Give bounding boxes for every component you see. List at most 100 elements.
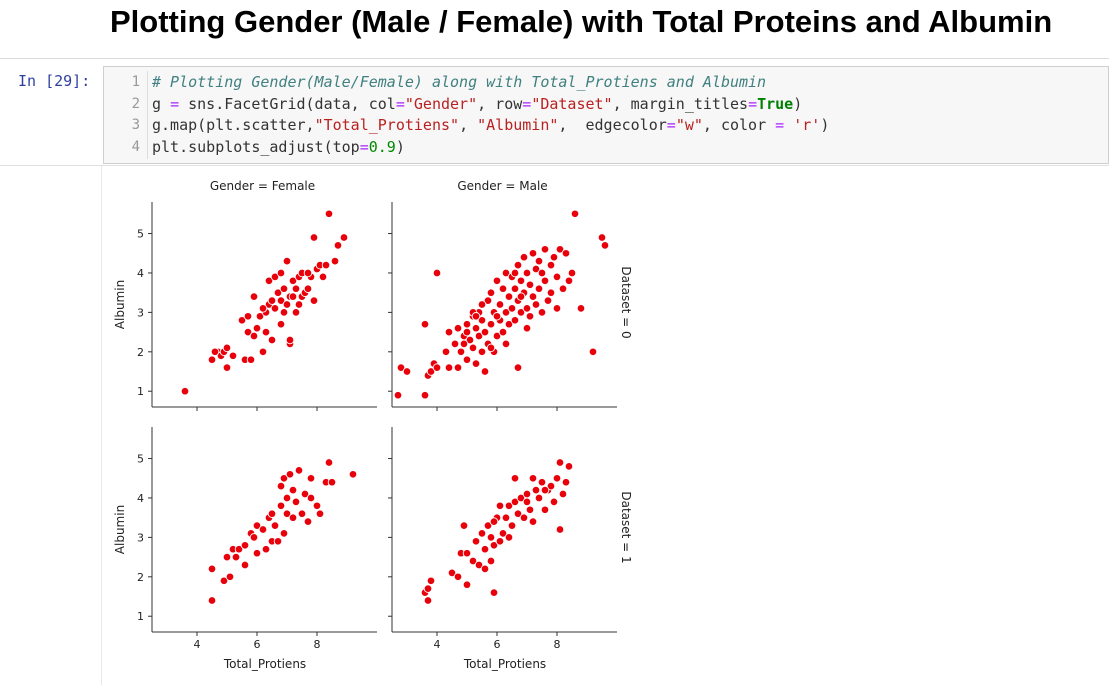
scatter-point (477, 300, 487, 309)
code-token (784, 116, 793, 134)
scatter-point (315, 509, 325, 518)
scatter-point (504, 533, 514, 542)
y-tick-label: 3 (137, 531, 144, 544)
scatter-point (486, 343, 496, 353)
scatter-point (348, 470, 358, 479)
scatter-point (222, 343, 232, 353)
scatter-point (468, 556, 478, 566)
code-token: "Total_Protiens" (314, 116, 460, 134)
code-cell[interactable]: 1 2 3 4 # Plotting Gender(Male/Female) alon… (103, 66, 1109, 164)
y-tick-label: 5 (137, 228, 144, 241)
scatter-point (480, 564, 490, 574)
scatter-point (564, 462, 574, 471)
scatter-point (180, 386, 190, 396)
scatter-point (477, 347, 487, 357)
scatter-point (291, 308, 301, 317)
scatter-point (258, 525, 268, 534)
heading-divider (0, 58, 1109, 59)
output-divider (0, 165, 1109, 166)
scatter-point (477, 529, 487, 538)
page-heading: Plotting Gender (Male / Female) with Tot… (110, 4, 1053, 39)
scatter-point (456, 347, 466, 357)
scatter-point (540, 276, 550, 286)
scatter-point (522, 497, 532, 507)
scatter-point (549, 252, 559, 262)
scatter-point (489, 588, 499, 597)
scatter-point (561, 249, 571, 258)
scatter-point (330, 256, 340, 266)
scatter-point (522, 304, 532, 313)
scatter-point (528, 474, 538, 483)
scatter-point (501, 339, 511, 349)
code-token: g.map(plt.scatter, (152, 116, 315, 134)
scatter-point (492, 276, 502, 286)
scatter-point (273, 537, 283, 546)
scatter-point (270, 272, 280, 282)
scatter-point (534, 256, 544, 266)
scatter-point (234, 544, 244, 554)
scatter-point (522, 489, 532, 499)
scatter-point (423, 596, 433, 605)
scatter-point (525, 505, 535, 515)
code-token: = (775, 116, 785, 134)
y-axis-label: Albumin (113, 505, 127, 554)
scatter-point (489, 541, 499, 550)
scatter-point (333, 241, 343, 250)
code-token: "Gender" (404, 94, 478, 113)
scatter-point (528, 292, 538, 301)
scatter-point (483, 296, 493, 305)
scatter-point (465, 335, 475, 345)
scatter-point (228, 351, 238, 361)
scatter-point (444, 327, 454, 337)
y-tick-label: 1 (137, 610, 144, 623)
scatter-point (219, 576, 229, 586)
scatter-point (309, 233, 319, 242)
scatter-point (453, 363, 463, 372)
scatter-point (285, 470, 295, 479)
scatter-point (570, 209, 580, 219)
y-tick-label: 4 (137, 492, 144, 505)
scatter-point (513, 260, 523, 270)
scatter-point (207, 564, 217, 574)
scatter-point (471, 323, 481, 333)
scatter-point (537, 477, 547, 487)
y-axis-label: Albumin (113, 280, 127, 329)
scatter-point (483, 521, 493, 530)
scatter-point (243, 327, 253, 337)
scatter-point (531, 264, 541, 274)
code-line: g = sns.FacetGrid(data, col="Gender", ro… (152, 94, 829, 116)
scatter-point (279, 529, 289, 538)
scatter-point (558, 284, 568, 293)
scatter-point (516, 276, 526, 286)
x-axis-label: Total_Protiens (223, 657, 306, 671)
scatter-point (297, 509, 307, 518)
scatter-point (270, 521, 280, 530)
scatter-point (420, 390, 430, 400)
scatter-point (504, 319, 514, 329)
scatter-point (459, 339, 469, 349)
scatter-point (543, 296, 553, 305)
scatter-point (240, 560, 250, 570)
scatter-point (282, 509, 292, 518)
scatter-point (441, 347, 451, 357)
scatter-point (303, 284, 313, 293)
scatter-point (528, 249, 538, 258)
scatter-point (519, 252, 529, 262)
scatter-point (249, 533, 259, 542)
scatter-point (282, 493, 292, 503)
scatter-point (555, 525, 565, 534)
scatter-point (471, 359, 481, 368)
scatter-point (462, 319, 472, 329)
scatter-point (495, 300, 505, 309)
x-tick-label: 4 (194, 638, 201, 651)
code-token: = (666, 116, 676, 134)
y-tick-label: 3 (137, 306, 144, 319)
code-token: ) (820, 116, 830, 134)
scatter-point (468, 343, 478, 353)
scatter-point (282, 300, 292, 309)
code-token: sns.FacetGrid(data, col (179, 94, 396, 113)
scatter-point (486, 556, 496, 566)
y-tick-label: 2 (137, 571, 144, 584)
scatter-point (237, 316, 247, 325)
code-editor[interactable]: # Plotting Gender(Male/Female) along wit… (152, 72, 829, 158)
